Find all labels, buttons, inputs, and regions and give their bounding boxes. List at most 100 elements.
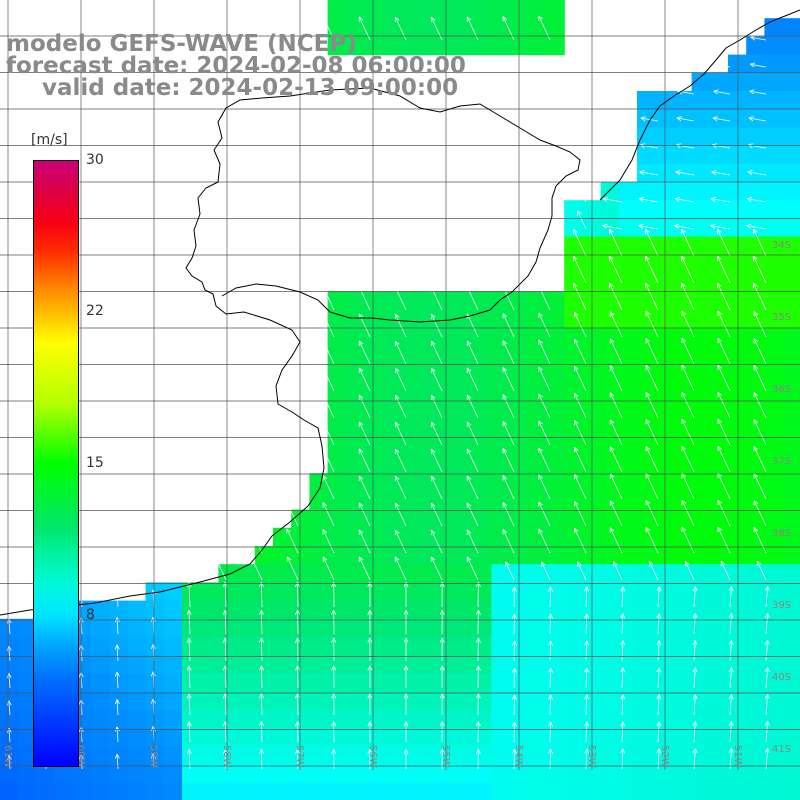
lon-label: 54W bbox=[513, 745, 524, 768]
wind-speed-cell bbox=[546, 618, 565, 638]
wind-vector bbox=[367, 665, 373, 689]
wind-speed-cell bbox=[327, 509, 347, 529]
wind-speed-cell bbox=[637, 273, 656, 292]
wind-speed-cell bbox=[491, 291, 511, 310]
wind-speed-cell bbox=[746, 436, 765, 456]
wind-speed-cell bbox=[145, 618, 165, 638]
wind-speed-cell bbox=[691, 527, 711, 547]
wind-speed-cell bbox=[327, 782, 347, 800]
wind-speed-cell bbox=[382, 345, 401, 365]
wind-vector bbox=[548, 694, 553, 716]
wind-speed-cell bbox=[200, 764, 219, 784]
wind-speed-cell bbox=[673, 218, 693, 238]
wind-speed-cell bbox=[109, 782, 128, 800]
wind-speed-cell bbox=[746, 782, 765, 800]
wind-vector bbox=[717, 255, 731, 284]
wind-speed-cell bbox=[546, 18, 565, 37]
wind-speed-cell bbox=[364, 327, 383, 347]
wind-speed-cell bbox=[455, 345, 474, 365]
wind-speed-cell bbox=[145, 746, 165, 765]
wind-speed-cell bbox=[364, 291, 383, 310]
wind-speed-cell bbox=[327, 36, 347, 56]
wind-speed-cell bbox=[418, 746, 438, 765]
wind-speed-cell bbox=[764, 345, 784, 365]
wind-speed-cell bbox=[291, 691, 310, 711]
wind-speed-cell bbox=[746, 655, 765, 674]
wind-speed-cell bbox=[655, 582, 674, 602]
wind-speed-cell bbox=[655, 418, 674, 438]
wind-speed-cell bbox=[691, 273, 711, 292]
wind-vector bbox=[764, 613, 770, 635]
wind-speed-cell bbox=[18, 764, 37, 784]
wind-vector bbox=[475, 609, 481, 635]
wind-speed-cell bbox=[91, 782, 110, 800]
wind-speed-cell bbox=[691, 72, 711, 92]
wind-speed-cell bbox=[655, 564, 674, 583]
wind-speed-cell bbox=[345, 673, 365, 693]
wind-speed-cell bbox=[145, 764, 165, 784]
wind-speed-cell bbox=[673, 473, 693, 492]
wind-speed-cell bbox=[345, 782, 365, 800]
wind-speed-cell bbox=[709, 673, 729, 693]
wind-speed-cell bbox=[273, 618, 292, 638]
wind-speed-cell bbox=[491, 582, 511, 602]
wind-vector bbox=[502, 529, 515, 554]
wind-speed-cell bbox=[236, 691, 256, 711]
wind-speed-cell bbox=[491, 418, 511, 438]
wind-speed-cell bbox=[163, 691, 183, 711]
wind-speed-cell bbox=[491, 655, 511, 674]
wind-vector bbox=[475, 721, 481, 743]
wind-speed-cell bbox=[473, 728, 492, 747]
wind-speed-cell bbox=[618, 673, 638, 693]
wind-vector bbox=[609, 419, 623, 446]
wind-speed-cell bbox=[345, 582, 365, 602]
wind-speed-cell bbox=[145, 600, 165, 620]
wind-speed-cell bbox=[618, 746, 638, 765]
wind-speed-cell bbox=[637, 291, 656, 310]
wind-vector bbox=[620, 721, 626, 743]
wind-speed-cell bbox=[418, 709, 438, 729]
wind-speed-cell bbox=[564, 236, 583, 256]
wind-vector bbox=[749, 62, 767, 68]
wind-speed-cell bbox=[0, 782, 19, 800]
wind-speed-cell bbox=[527, 509, 547, 529]
wind-vector bbox=[681, 337, 695, 365]
wind-speed-cell bbox=[782, 236, 800, 256]
wind-speed-cell bbox=[746, 691, 765, 711]
wind-speed-cell bbox=[564, 582, 583, 602]
wind-speed-cell bbox=[637, 455, 656, 474]
lat-label: 35S bbox=[772, 312, 791, 323]
wind-vector bbox=[358, 340, 371, 365]
wind-speed-cell bbox=[400, 782, 420, 800]
wind-vector bbox=[756, 560, 767, 581]
wind-speed-cell bbox=[327, 564, 347, 583]
wind-speed-cell bbox=[746, 200, 765, 219]
wind-speed-cell bbox=[600, 382, 620, 401]
wind-vector bbox=[394, 394, 407, 419]
wind-speed-cell bbox=[218, 582, 238, 602]
wind-speed-cell bbox=[546, 509, 565, 529]
wind-speed-cell bbox=[673, 345, 693, 365]
wind-speed-cell bbox=[273, 673, 292, 693]
wind-speed-cell bbox=[364, 491, 383, 511]
title-model: modelo GEFS-WAVE (NCEP) bbox=[6, 31, 357, 57]
wind-speed-cell bbox=[509, 764, 529, 784]
wind-speed-cell bbox=[782, 582, 800, 602]
wind-speed-cell bbox=[418, 728, 438, 747]
wind-vector bbox=[609, 446, 623, 473]
wind-speed-cell bbox=[600, 582, 620, 602]
wind-speed-cell bbox=[200, 582, 219, 602]
wind-speed-cell bbox=[673, 182, 693, 201]
wind-vector bbox=[609, 392, 623, 419]
wind-speed-cell bbox=[782, 291, 800, 310]
wind-speed-cell bbox=[327, 491, 347, 511]
wind-vector bbox=[331, 609, 337, 635]
wind-vector bbox=[358, 529, 371, 554]
wind-speed-cell bbox=[254, 691, 274, 711]
wind-vector bbox=[322, 394, 335, 419]
wind-vector bbox=[638, 196, 659, 203]
wind-speed-cell bbox=[345, 691, 365, 711]
wind-speed-cell bbox=[145, 637, 165, 656]
wind-speed-cell bbox=[382, 455, 401, 474]
wind-speed-cell bbox=[400, 36, 420, 56]
